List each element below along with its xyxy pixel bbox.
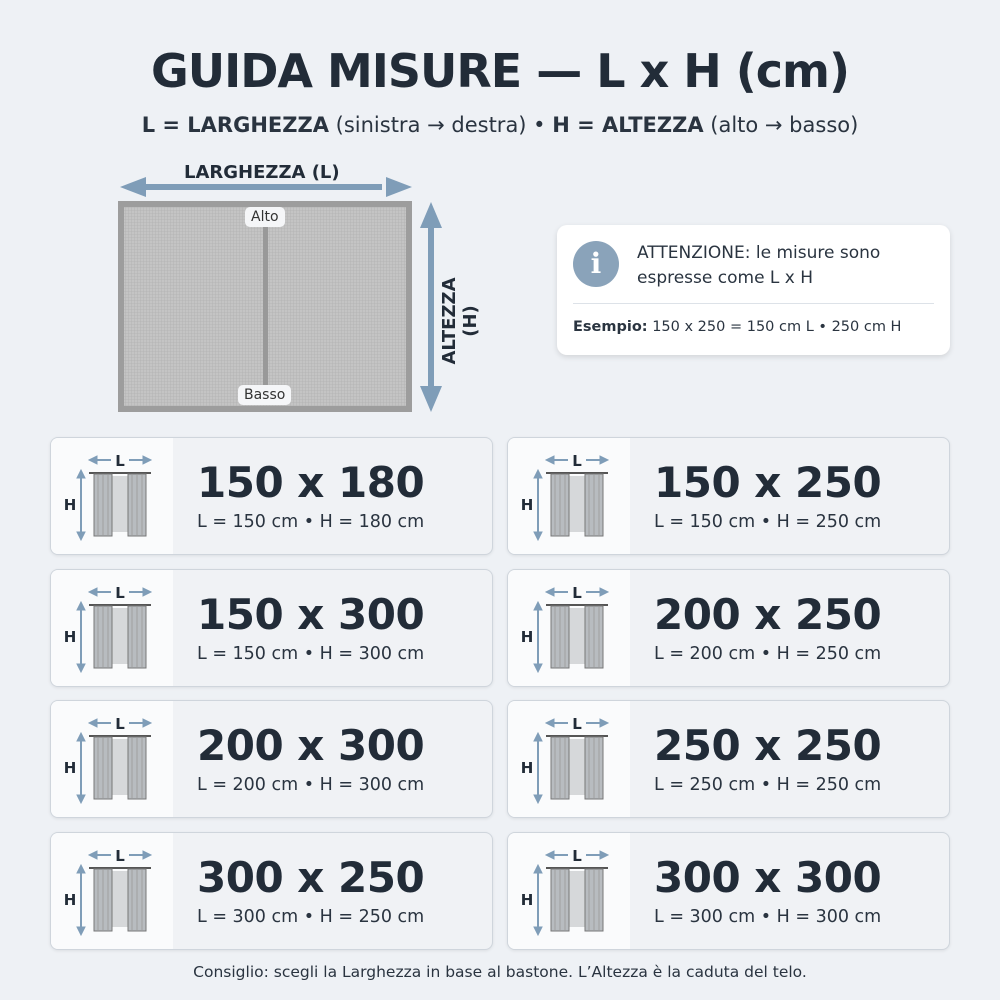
curtain-size-icon: L H <box>64 584 153 674</box>
top-tag: Alto <box>245 207 285 227</box>
h-icon-label: H <box>521 891 534 909</box>
curtain-icon-panel: L H <box>508 438 630 554</box>
l-icon-label: L <box>572 715 582 733</box>
info-icon: i <box>573 241 619 287</box>
curtain-panel-illustration <box>118 177 442 412</box>
size-detail: L = 150 cm • H = 250 cm <box>654 512 882 532</box>
size-card: L H 250 x 250 L = 250 cm • H = 250 cm <box>507 700 950 818</box>
size-card: L H 300 x 300 L = 300 cm • H = 300 cm <box>507 832 950 950</box>
size-title: 150 x 180 <box>197 458 425 507</box>
l-icon-label: L <box>115 452 125 470</box>
curtain-size-icon: L H <box>64 715 153 805</box>
l-icon-label: L <box>115 715 125 733</box>
size-title: 300 x 300 <box>654 853 882 902</box>
curtain-size-icon: L H <box>64 847 153 937</box>
size-card: L H 150 x 250 L = 150 cm • H = 250 cm <box>507 437 950 555</box>
size-card: L H 150 x 300 L = 150 cm • H = 300 cm <box>50 569 493 687</box>
l-icon-label: L <box>115 847 125 865</box>
h-desc: (alto → basso) <box>703 113 859 137</box>
curtain-icon-panel: L H <box>51 701 173 817</box>
l-desc: (sinistra → destra) • <box>328 113 553 137</box>
l-key: L = LARGHEZZA <box>141 113 329 137</box>
size-card: L H 150 x 180 L = 150 cm • H = 180 cm <box>50 437 493 555</box>
height-arrow-icon <box>420 202 442 412</box>
size-card: L H 200 x 250 L = 200 cm • H = 250 cm <box>507 569 950 687</box>
curtain-size-icon: L H <box>521 452 610 542</box>
size-title: 300 x 250 <box>197 853 425 902</box>
info-example: Esempio: 150 x 250 = 150 cm L • 250 cm H <box>573 319 901 335</box>
width-arrow-icon <box>120 177 412 197</box>
curtain-icon-panel: L H <box>508 570 630 686</box>
curtain-size-icon: L H <box>521 847 610 937</box>
size-detail: L = 150 cm • H = 300 cm <box>197 644 425 664</box>
curtain-size-icon: L H <box>521 584 610 674</box>
h-icon-label: H <box>521 759 534 777</box>
h-key: H = ALTEZZA <box>552 113 704 137</box>
divider <box>573 303 934 304</box>
l-icon-label: L <box>572 847 582 865</box>
curtain-icon-panel: L H <box>508 701 630 817</box>
size-card: L H 200 x 300 L = 200 cm • H = 300 cm <box>50 700 493 818</box>
size-card: L H 300 x 250 L = 300 cm • H = 250 cm <box>50 832 493 950</box>
curtain-icon-panel: L H <box>508 833 630 949</box>
example-text: 150 x 250 = 150 cm L • 250 cm H <box>647 319 902 335</box>
l-icon-label: L <box>115 584 125 602</box>
size-title: 200 x 300 <box>197 721 425 770</box>
page-subtitle: L = LARGHEZZA (sinistra → destra) • H = … <box>0 113 1000 137</box>
size-detail: L = 300 cm • H = 250 cm <box>197 907 425 927</box>
height-label: ALTEZZA (H) <box>439 277 481 365</box>
l-icon-label: L <box>572 584 582 602</box>
h-icon-label: H <box>64 628 77 646</box>
example-label: Esempio: <box>573 319 648 335</box>
info-text: ATTENZIONE: le misure sono espresse come… <box>637 243 881 288</box>
size-title: 150 x 300 <box>197 590 425 639</box>
size-detail: L = 300 cm • H = 300 cm <box>654 907 882 927</box>
size-detail: L = 250 cm • H = 250 cm <box>654 775 882 795</box>
h-icon-label: H <box>64 759 77 777</box>
footer-tip: Consiglio: scegli la Larghezza in base a… <box>193 963 807 981</box>
bottom-tag: Basso <box>238 385 292 405</box>
size-detail: L = 150 cm • H = 180 cm <box>197 512 425 532</box>
curtain-size-icon: L H <box>64 452 153 542</box>
h-icon-label: H <box>521 628 534 646</box>
curtain-icon-panel: L H <box>51 833 173 949</box>
h-icon-label: H <box>521 496 534 514</box>
h-icon-label: H <box>64 496 77 514</box>
curtain-icon-panel: L H <box>51 438 173 554</box>
measurement-diagram: LARGHEZZA (L) ALTEZZA (H) Alto Basso <box>110 150 481 420</box>
curtain-icon-panel: L H <box>51 570 173 686</box>
l-icon-label: L <box>572 452 582 470</box>
size-detail: L = 200 cm • H = 300 cm <box>197 775 425 795</box>
size-title: 250 x 250 <box>654 721 882 770</box>
curtain-size-icon: L H <box>521 715 610 805</box>
size-title: 200 x 250 <box>654 590 882 639</box>
info-box: i ATTENZIONE: le misure sono espresse co… <box>557 225 950 355</box>
size-detail: L = 200 cm • H = 250 cm <box>654 644 882 664</box>
page-title: GUIDA MISURE — L x H (cm) <box>150 44 850 98</box>
h-icon-label: H <box>64 891 77 909</box>
width-label: LARGHEZZA (L) <box>184 162 340 183</box>
size-title: 150 x 250 <box>654 458 882 507</box>
